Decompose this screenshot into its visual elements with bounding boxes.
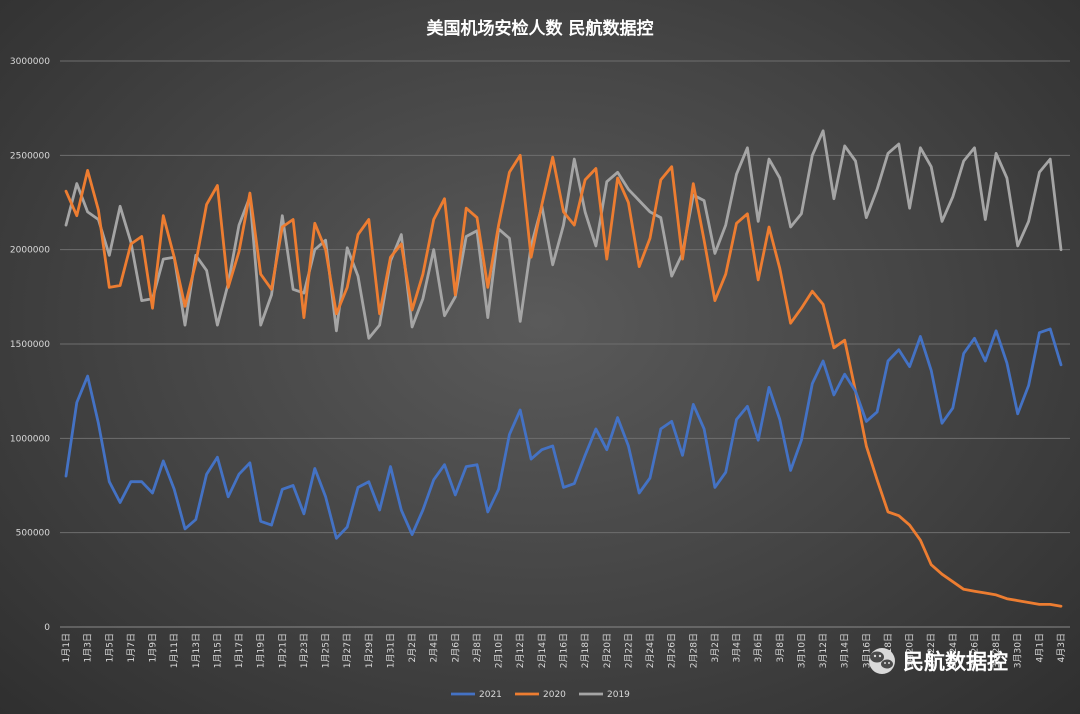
x-tick-label: 1月11日: [169, 633, 180, 668]
x-tick-label: 1月27日: [342, 633, 353, 668]
watermark-text: 民航数据控: [903, 650, 1008, 674]
watermark: 民航数据控: [869, 648, 1008, 674]
chart-title: 美国机场安检人数 民航数据控: [427, 18, 654, 39]
x-tick-label: 2月4日: [429, 633, 440, 662]
legend: 2021 2020 2019: [451, 690, 630, 700]
x-tick-label: 2月18日: [580, 633, 591, 668]
y-axis: 0 500000 1000000 1500000 2000000 2500000 30000…: [10, 57, 50, 633]
x-tick-label: 3月30日: [1013, 633, 1024, 668]
y-tick-label: 3000000: [10, 57, 50, 67]
x-tick-label: 3月28日: [991, 633, 1002, 668]
x-tick-label: 2月8日: [472, 633, 483, 662]
x-tick-label: 2月6日: [450, 633, 461, 662]
x-tick-label: 1月17日: [234, 633, 245, 668]
gridlines: [60, 60, 1070, 628]
y-tick-label: 1500000: [10, 340, 50, 350]
x-tick-label: 1月23日: [299, 633, 310, 668]
x-tick-label: 2月22日: [623, 633, 634, 668]
x-tick-label: 3月16日: [861, 633, 872, 668]
x-tick-label: 2月10日: [494, 633, 505, 668]
x-tick-label: 1月21日: [277, 633, 288, 668]
x-tick-label: 1月15日: [212, 633, 223, 668]
x-tick-label: 1月9日: [148, 633, 159, 662]
x-tick-label: 3月26日: [970, 633, 981, 668]
legend-label: 2020: [543, 690, 566, 700]
x-tick-label: 3月24日: [948, 633, 959, 668]
x-tick-label: 4月1日: [1034, 633, 1045, 662]
x-tick-label: 3月20日: [905, 633, 916, 668]
x-tick-label: 2月26日: [667, 633, 678, 668]
x-tick-label: 1月5日: [104, 633, 115, 662]
y-tick-label: 0: [44, 623, 50, 633]
x-tick-label: 4月3日: [1056, 633, 1067, 662]
x-tick-label: 3月8日: [775, 633, 786, 662]
legend-item-2021: 2021: [451, 690, 502, 700]
x-tick-label: 2月28日: [688, 633, 699, 668]
series-line-2020: [64, 153, 1063, 608]
x-tick-label: 1月29日: [364, 633, 375, 668]
x-tick-label: 1月31日: [386, 633, 397, 668]
y-tick-label: 1000000: [10, 434, 50, 444]
x-tick-label: 3月10日: [796, 633, 807, 668]
legend-label: 2019: [607, 690, 630, 700]
x-tick-label: 1月13日: [191, 633, 202, 668]
x-tick-label: 3月6日: [753, 633, 764, 662]
x-tick-label: 2月12日: [515, 633, 526, 668]
x-tick-label: 1月25日: [321, 633, 332, 668]
wechat-icon: [869, 648, 895, 674]
series-lines: [64, 129, 1063, 608]
series-line-2019: [64, 129, 1063, 340]
x-tick-label: 2月14日: [537, 633, 548, 668]
x-tick-label: 2月24日: [645, 633, 656, 668]
x-tick-label: 2月16日: [559, 633, 570, 668]
x-tick-label: 3月12日: [818, 633, 829, 668]
x-tick-label: 1月19日: [256, 633, 267, 668]
y-tick-label: 500000: [16, 529, 51, 539]
x-tick-label: 1月1日: [61, 633, 72, 662]
x-tick-label: 3月2日: [710, 633, 721, 662]
y-tick-label: 2000000: [10, 246, 50, 256]
legend-item-2019: 2019: [579, 690, 630, 700]
x-tick-label: 2月20日: [602, 633, 613, 668]
x-tick-label: 1月3日: [83, 633, 94, 662]
x-tick-label: 1月7日: [126, 633, 137, 662]
x-tick-label: 3月4日: [732, 633, 743, 662]
x-axis: 1月1日 1月3日 1月5日 1月7日 1月9日 1月11日 1月13日 1月15日 1月17日…: [61, 633, 1067, 668]
x-tick-label: 3月22日: [926, 633, 937, 668]
y-tick-label: 2500000: [10, 151, 50, 161]
x-tick-label: 2月2日: [407, 633, 418, 662]
legend-label: 2021: [479, 690, 502, 700]
x-tick-label: 3月14日: [840, 633, 851, 668]
legend-item-2020: 2020: [515, 690, 566, 700]
series-line-2021: [64, 327, 1063, 540]
